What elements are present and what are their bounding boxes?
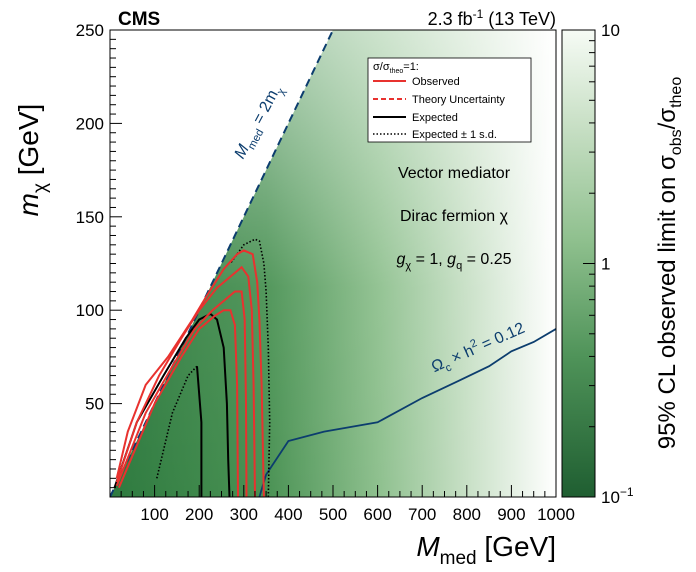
model-label-fermion: Dirac fermion χ [400, 208, 509, 225]
z-tick-label: 1 [601, 255, 610, 274]
color-bar-label: 95% CL observed limit on σobs/σtheo [654, 77, 685, 450]
legend-entry-theory: Theory Uncertainty [412, 94, 505, 106]
expected-inner-line [196, 366, 203, 497]
legend-header: σ/σtheo=1: [373, 61, 419, 75]
legend-entry-expected: Expected [412, 112, 458, 124]
z-tick-label: 10 [601, 21, 620, 40]
x-tick-label: 600 [363, 505, 391, 524]
color-bar-axis: 10 1 10−1 [583, 21, 634, 507]
coupling-label: gχ = 1, gq = 0.25 [396, 251, 511, 272]
x-tick-label: 1000 [537, 505, 575, 524]
legend: σ/σtheo=1: Observed Theory Uncertainty E… [367, 57, 532, 143]
relic-density-line [258, 328, 556, 497]
y-tick-label: 150 [76, 208, 104, 227]
y-axis-label: mχ [GeV] [13, 104, 51, 217]
legend-entry-expected-band: Expected ± 1 s.d. [412, 129, 497, 141]
observed-line [115, 265, 256, 497]
x-tick-label: 100 [140, 505, 168, 524]
heatmap-area [110, 30, 556, 497]
y-axis: 50 100 150 200 250 [76, 21, 122, 489]
x-tick-label: 500 [319, 505, 347, 524]
legend-entry-observed: Observed [412, 76, 460, 88]
y-tick-label: 50 [85, 395, 104, 414]
y-tick-label: 100 [76, 301, 104, 320]
x-axis: 100 200 300 400 500 600 700 800 900 1000 [120, 485, 575, 524]
model-label-mediator: Vector mediator [398, 165, 511, 182]
observed-line-outer [115, 249, 265, 497]
x-tick-label: 800 [453, 505, 481, 524]
x-axis-label: Mmed [GeV] [416, 531, 556, 569]
observed-line-inner [115, 290, 248, 497]
x-tick-label: 300 [230, 505, 258, 524]
lumi-label: 2.3 fb-1 (13 TeV) [428, 7, 556, 29]
x-tick-label: 900 [497, 505, 525, 524]
legend-box [367, 57, 532, 143]
expected-plus-1sd-line [229, 238, 271, 497]
heatmap-shade [110, 30, 556, 497]
z-tick-label: 10−1 [601, 485, 634, 507]
y-tick-label: 200 [76, 114, 104, 133]
y-tick-label: 250 [76, 21, 104, 40]
x-tick-label: 200 [185, 505, 213, 524]
x-tick-label: 700 [408, 505, 436, 524]
x-tick-label: 400 [274, 505, 302, 524]
experiment-label: CMS [118, 9, 160, 30]
diagonal-line [110, 30, 334, 497]
observed-line-innermost [117, 309, 239, 497]
